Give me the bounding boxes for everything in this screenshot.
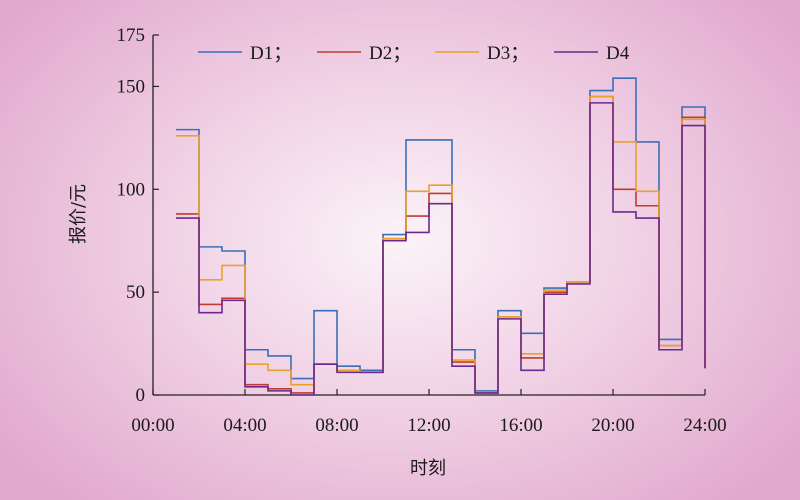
series-line-2: [176, 95, 706, 394]
y-tick-label: 150: [117, 76, 146, 97]
legend-label-1: D1；: [250, 43, 292, 64]
series-line-4: [176, 102, 706, 396]
x-axis-title: 时刻: [410, 458, 446, 479]
y-tick-label: 50: [126, 282, 145, 303]
x-tick-label: 16:00: [499, 415, 542, 436]
x-tick-label: 08:00: [315, 415, 358, 436]
legend-label-3: D3；: [487, 43, 529, 64]
x-tick-label: 24:00: [683, 415, 726, 436]
y-tick-label: 175: [117, 25, 146, 46]
y-axis-title: 报价/元: [68, 184, 89, 244]
legend-label-2: D2；: [369, 43, 411, 64]
x-tick-label: 20:00: [591, 415, 634, 436]
y-tick-label: 0: [136, 385, 146, 406]
series-line-1: [176, 77, 706, 392]
x-tick-label: 00:00: [131, 415, 174, 436]
legend-label-4: D4: [606, 43, 630, 64]
series-layer: [176, 77, 706, 396]
x-tick-label: 04:00: [223, 415, 266, 436]
axes-layer: 0 50 100 150 175 00:00 04:00 08:00 12:00 16:00 20:…: [117, 25, 727, 436]
legend: D1； D2； D3； D4: [198, 43, 630, 64]
series-line-3: [176, 95, 706, 394]
y-tick-label: 100: [117, 179, 146, 200]
x-tick-label: 12:00: [407, 415, 450, 436]
